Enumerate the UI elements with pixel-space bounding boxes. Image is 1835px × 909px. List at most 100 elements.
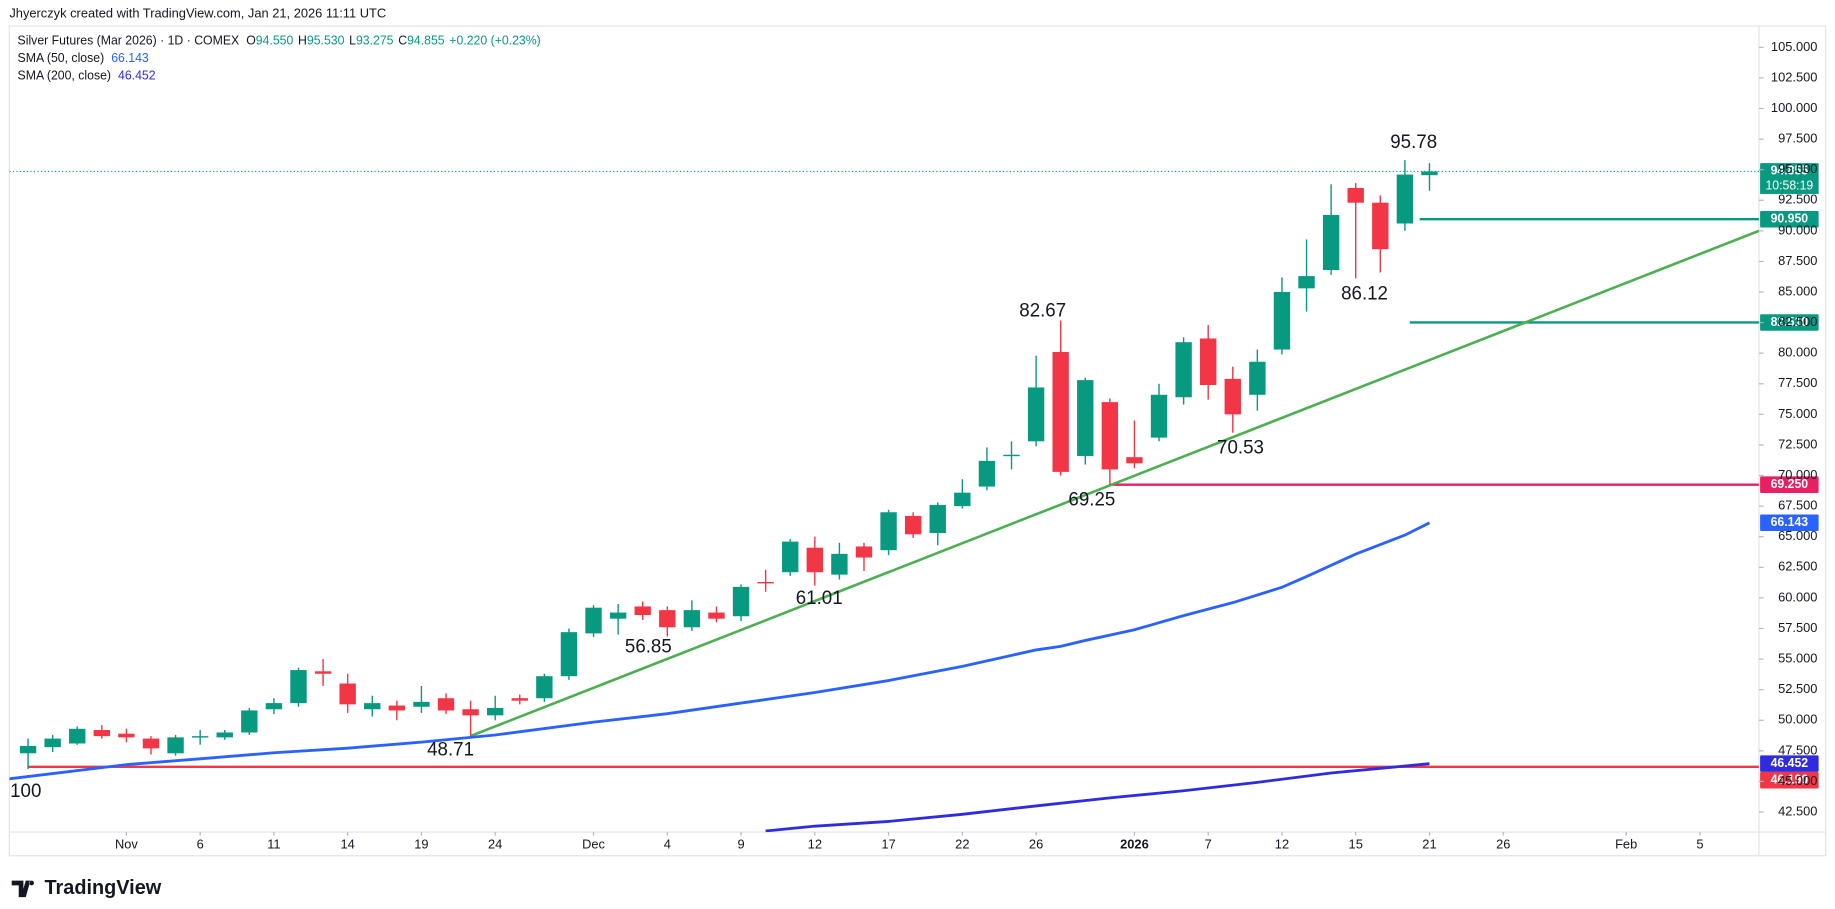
candle-body <box>93 730 110 737</box>
candle-body <box>142 738 160 749</box>
candle-body <box>241 710 258 733</box>
price-badge-label: 69.250 <box>1771 477 1809 491</box>
x-tick-label: 26 <box>1029 836 1043 851</box>
sma-name: SMA (200, close) <box>18 69 111 83</box>
y-tick-label: 90.000 <box>1778 222 1817 237</box>
brand: TradingView <box>44 877 161 899</box>
legend-sma: SMA (50, close) 66.143 <box>18 51 149 65</box>
ohlc-value: 94.855 <box>407 34 445 48</box>
candle-body <box>511 698 528 701</box>
price-badge <box>1760 163 1819 180</box>
candle-body <box>1249 361 1266 395</box>
x-tick-label: 22 <box>955 836 969 851</box>
candle-body <box>978 460 996 487</box>
candle-body <box>732 586 750 617</box>
x-tick-label: 5 <box>1696 836 1703 851</box>
candle-body <box>290 670 307 704</box>
legend-sma: SMA (200, close) 46.452 <box>18 69 156 83</box>
y-tick-label: 45.000 <box>1778 773 1817 788</box>
candle-body <box>1052 351 1069 472</box>
candle-body <box>1347 188 1364 203</box>
y-tick-label: 42.500 <box>1778 803 1817 818</box>
annotation: 70.53 <box>1217 436 1264 457</box>
ohlc-key: O <box>246 34 256 48</box>
ohlc-value: 94.550 <box>256 34 294 48</box>
x-tick-label: 12 <box>1275 836 1289 851</box>
sma-value: 66.143 <box>111 51 149 65</box>
ohlc-key: L <box>349 34 356 48</box>
y-tick-label: 55.000 <box>1778 650 1817 665</box>
candle-body <box>339 683 356 705</box>
price-badge-label: 82.510 <box>1771 315 1809 329</box>
candle-body <box>1421 171 1438 176</box>
y-tick-label: 52.500 <box>1778 681 1817 696</box>
candle-body <box>1027 387 1045 442</box>
candle-body <box>1200 338 1217 386</box>
candle-body <box>782 541 799 573</box>
overlay: 95.78 86.12 82.67 70.53 69.25 61.01 56.85 48.71… <box>10 34 1819 801</box>
y-tick-label: 65.000 <box>1778 528 1817 543</box>
x-tick-label: 7 <box>1205 836 1212 851</box>
countdown-badge <box>1760 178 1819 194</box>
candle-body <box>486 708 504 716</box>
y-tick-label: 80.000 <box>1778 345 1817 360</box>
candle-body <box>954 492 971 507</box>
logo: TradingView <box>11 877 162 899</box>
candle-body <box>314 671 332 674</box>
y-tick-label: 62.500 <box>1778 559 1817 574</box>
annotation: 86.12 <box>1341 283 1388 304</box>
candle-body <box>265 703 283 710</box>
price-badge <box>1760 771 1819 789</box>
countdown: 10:58:19 <box>1765 178 1813 192</box>
candle-body <box>609 612 627 619</box>
annotation: 82.67 <box>1019 299 1066 320</box>
candle-body <box>19 745 37 754</box>
candle-body <box>437 698 455 711</box>
x-tick-label: Dec <box>582 836 605 851</box>
price-badge-label: 90.950 <box>1771 211 1809 225</box>
annotation: 100 <box>10 780 41 801</box>
y-tick-label: 92.500 <box>1778 192 1817 207</box>
y-tick-label: 102.500 <box>1771 69 1818 84</box>
price-badge-label: 46.190 <box>1771 772 1809 786</box>
candle-body <box>191 736 209 738</box>
candle-body <box>69 728 86 744</box>
y-tick-label: 77.500 <box>1778 375 1817 390</box>
candle-body <box>1273 292 1291 350</box>
ohlc-value: 95.530 <box>307 34 345 48</box>
x-tick-label: 4 <box>664 836 671 851</box>
ohlc-key: C <box>398 34 407 48</box>
y-tick-label: 47.500 <box>1778 742 1817 757</box>
price-badge <box>1760 476 1819 494</box>
x-tick-label: 2026 <box>1120 836 1149 851</box>
candle-body <box>1372 202 1389 250</box>
header: Jhyerczyk created with TradingView.com, … <box>9 6 386 21</box>
candle-body <box>44 738 61 748</box>
price-badge-label: 66.143 <box>1771 515 1809 529</box>
x-tick-label: 26 <box>1496 836 1510 851</box>
price-badge <box>1760 210 1819 228</box>
y-tick-label: 60.000 <box>1778 589 1817 604</box>
x-tick-label: Nov <box>115 836 138 851</box>
candle-body <box>1224 378 1241 415</box>
y-tick-label: 50.000 <box>1778 712 1817 727</box>
candle-body <box>1101 402 1119 470</box>
change: +0.220 (+0.23%) <box>449 34 540 48</box>
candle-body <box>388 705 406 711</box>
x-tick-label: 6 <box>197 836 204 851</box>
ohlc-key: H <box>298 34 307 48</box>
annotation: 56.85 <box>625 635 672 656</box>
candle-body <box>1150 394 1168 438</box>
candle-body <box>1175 342 1192 398</box>
plot <box>9 160 1759 833</box>
candle-body <box>904 515 922 535</box>
x-tick-label: 14 <box>341 836 355 851</box>
candle-body <box>1322 214 1340 271</box>
y-tick-label: 75.000 <box>1778 406 1817 421</box>
candle-body <box>364 703 381 710</box>
price-badge-label: 94.855 <box>1771 164 1809 178</box>
ohlc-value: 93.275 <box>356 34 394 48</box>
sma-name: SMA (50, close) <box>18 51 105 65</box>
